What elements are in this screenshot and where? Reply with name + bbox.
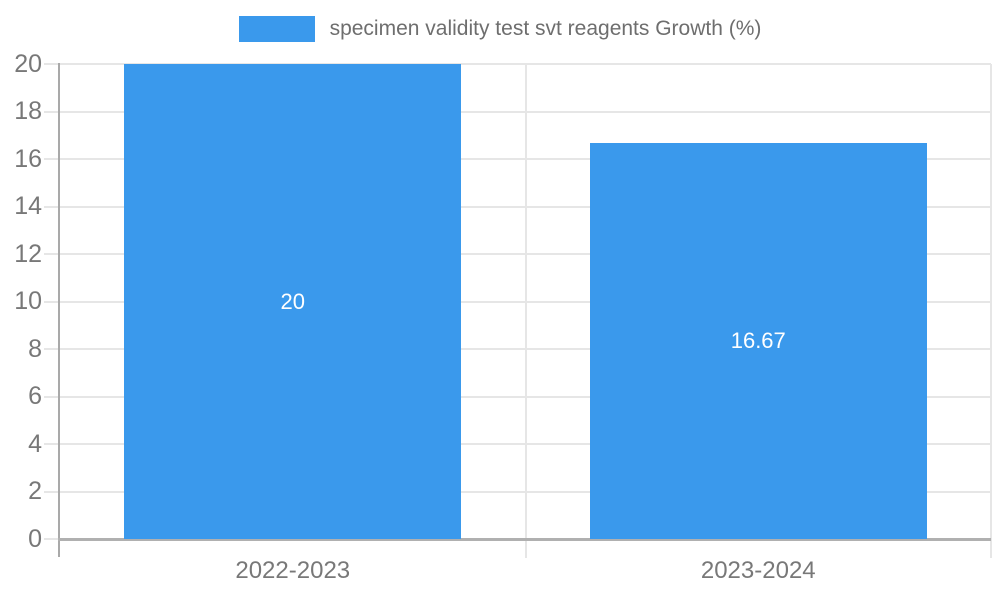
- bar-value-label: 16.67: [730, 328, 786, 354]
- y-tick-label: 20: [14, 49, 42, 78]
- y-gridline: [44, 110, 991, 113]
- bar[interactable]: [124, 64, 462, 539]
- y-axis-line: [58, 63, 60, 557]
- y-gridline: [44, 490, 991, 493]
- y-gridline: [44, 63, 991, 65]
- y-tick-label: 16: [14, 144, 42, 173]
- y-gridline: [44, 348, 991, 350]
- x-axis-label: 2022-2023: [235, 557, 351, 584]
- bar[interactable]: [589, 143, 927, 539]
- y-tick-label: 0: [28, 524, 42, 553]
- x-axis-line: [58, 538, 991, 541]
- y-gridline: [44, 253, 991, 255]
- category-boundary-line: [524, 64, 527, 558]
- y-tick-label: 4: [28, 429, 42, 458]
- chart-legend[interactable]: specimen validity test svt reagents Grow…: [0, 16, 1000, 42]
- y-tick-label: 6: [28, 382, 42, 410]
- y-gridline: [44, 300, 991, 303]
- x-axis-label: 2023-2024: [700, 557, 816, 584]
- y-tick-label: 12: [14, 239, 42, 268]
- y-gridline: [44, 395, 991, 398]
- y-tick-label: 2: [28, 477, 42, 505]
- y-tick-label: 18: [14, 97, 42, 125]
- y-tick-label: 14: [14, 192, 42, 220]
- legend-swatch: [238, 16, 315, 42]
- y-gridline: [44, 158, 991, 160]
- y-gridline: [44, 443, 991, 445]
- y-tick-label: 8: [28, 334, 42, 363]
- category-boundary-line: [990, 64, 992, 558]
- y-tick-label: 10: [14, 287, 42, 315]
- bar-value-label: 20: [280, 288, 305, 314]
- y-gridline: [44, 205, 991, 208]
- legend-label: specimen validity test svt reagents Grow…: [329, 17, 762, 40]
